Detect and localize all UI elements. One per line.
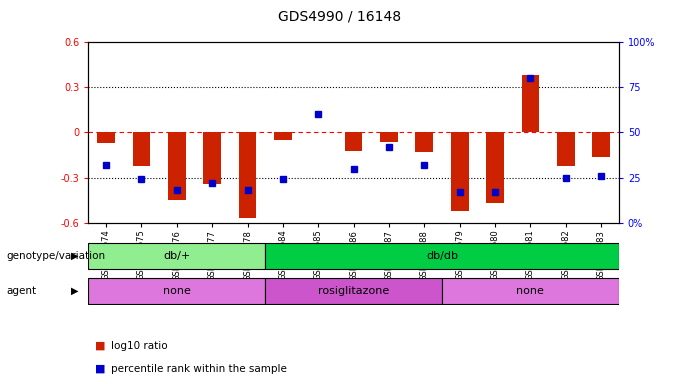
Bar (168, 132, 186, 200)
Text: db/db: db/db (426, 251, 458, 262)
Bar (486, 132, 504, 203)
Bar (557, 132, 575, 166)
Text: ▶: ▶ (71, 251, 79, 261)
Bar (522, 75, 539, 132)
FancyBboxPatch shape (442, 278, 619, 304)
Text: genotype/variation: genotype/variation (7, 251, 106, 261)
Text: log10 ratio: log10 ratio (111, 341, 167, 351)
Text: percentile rank within the sample: percentile rank within the sample (111, 364, 287, 374)
Text: db/+: db/+ (163, 251, 190, 262)
Text: ■: ■ (95, 364, 105, 374)
FancyBboxPatch shape (88, 243, 265, 269)
FancyBboxPatch shape (265, 243, 619, 269)
Bar (203, 132, 221, 184)
Bar (592, 132, 610, 157)
Bar (97, 132, 115, 143)
Bar (415, 132, 433, 152)
Text: none: none (517, 286, 544, 296)
Bar (239, 132, 256, 218)
Bar (451, 132, 469, 211)
Text: GDS4990 / 16148: GDS4990 / 16148 (278, 10, 402, 23)
Text: ■: ■ (95, 341, 105, 351)
Text: ▶: ▶ (71, 286, 79, 296)
Bar (133, 132, 150, 166)
Bar (345, 132, 362, 151)
Text: none: none (163, 286, 190, 296)
FancyBboxPatch shape (265, 278, 442, 304)
Text: rosiglitazone: rosiglitazone (318, 286, 389, 296)
Bar (274, 132, 292, 140)
FancyBboxPatch shape (88, 278, 265, 304)
Bar (380, 132, 398, 142)
Text: agent: agent (7, 286, 37, 296)
